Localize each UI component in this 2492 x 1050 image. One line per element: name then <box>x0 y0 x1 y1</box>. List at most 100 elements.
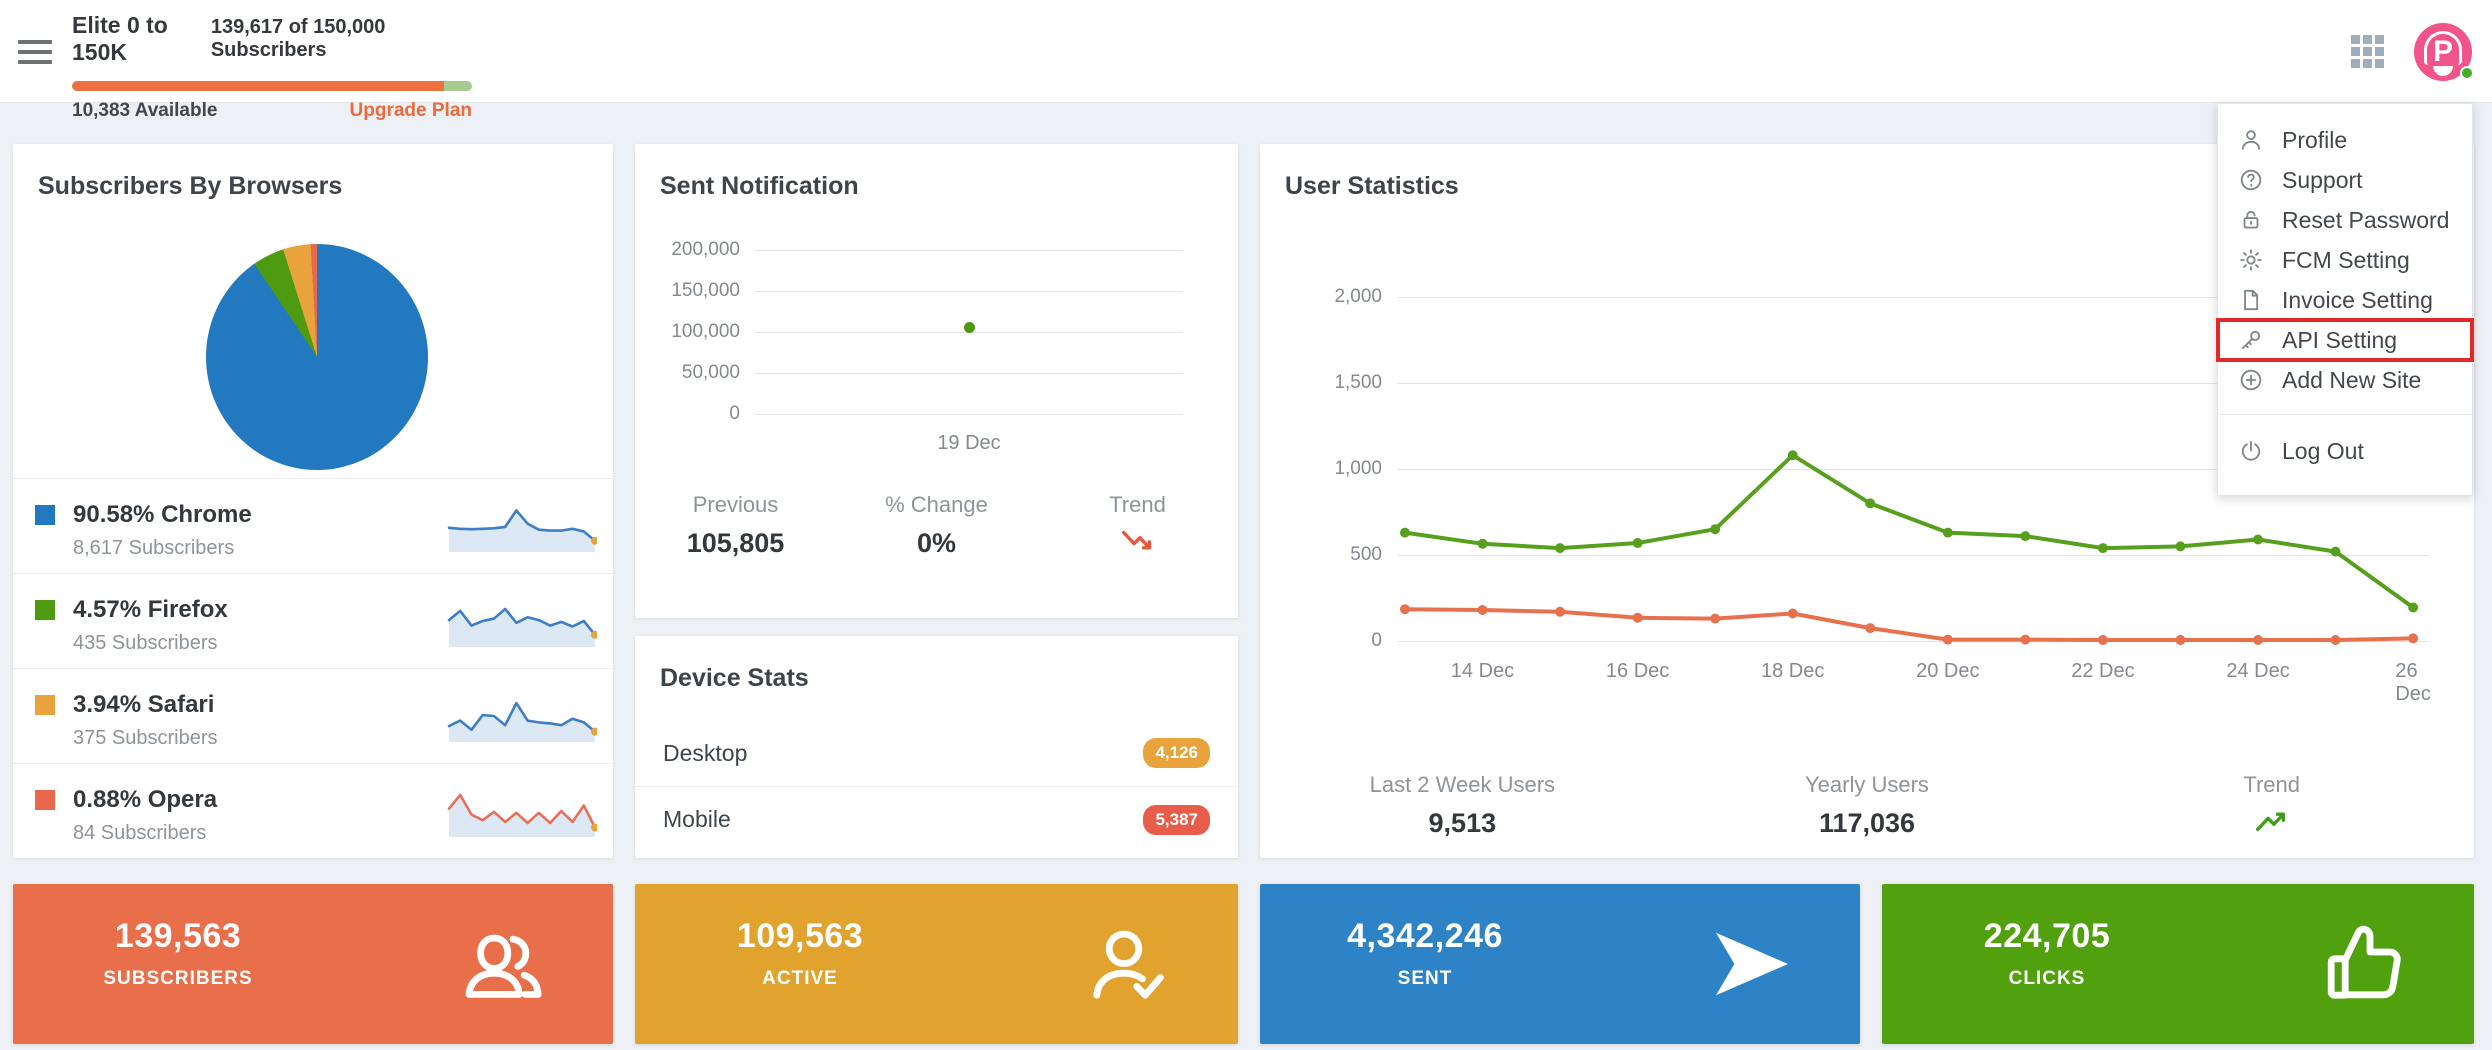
browser-share-label: 3.94% Safari <box>73 691 215 718</box>
top-header: Elite 0 to 150K 139,617 of 150,000 Subsc… <box>0 0 2492 121</box>
gridline: 1,500 <box>1334 372 2429 393</box>
trend-down-icon <box>1121 528 1155 554</box>
us-trend-label: Trend <box>2243 772 2300 797</box>
device-row-mobile: Mobile 5,387 <box>635 786 1238 852</box>
sent-notification-card: Sent Notification 200,000 150,000 100,000 5… <box>635 144 1238 618</box>
y-axis-tick: 1,500 <box>1334 372 1382 393</box>
legend-swatch <box>35 695 55 715</box>
browser-subscribers-label: 8,617 Subscribers <box>73 537 235 559</box>
plan-available-text: 10,383 Available <box>72 100 218 121</box>
previous-value: 105,805 <box>686 528 785 558</box>
y-axis-tick: 2,000 <box>1334 286 1382 307</box>
user-stats-title: User Statistics <box>1285 172 1459 200</box>
device-label: Mobile <box>663 806 731 832</box>
plan-usage-widget: Elite 0 to 150K 139,617 of 150,000 Subsc… <box>72 12 472 122</box>
sent-data-point <box>964 322 975 334</box>
user-statistics-card: User Statistics 2,000 1,500 1,000 500 0 14 D… <box>1260 144 2474 858</box>
lock-icon <box>2238 207 2264 233</box>
browsers-pie-chart[interactable] <box>206 244 428 470</box>
x-axis-tick: 16 Dec <box>1605 660 1670 682</box>
y-axis-tick: 150,000 <box>671 280 740 301</box>
apps-grid-icon[interactable] <box>2351 35 2384 68</box>
browser-row-firefox[interactable]: 4.57% Firefox 435 Subscribers <box>13 573 613 668</box>
browser-share-label: 4.57% Firefox <box>73 596 228 623</box>
summary-card-subscribers[interactable]: 139,563 SUBSCRIBERS <box>13 884 613 1044</box>
yearly-value: 117,036 <box>1818 808 1916 838</box>
send-icon <box>1702 916 1798 1012</box>
summary-card-active[interactable]: 109,563 ACTIVE <box>635 884 1238 1044</box>
browser-sparkline <box>447 607 597 647</box>
browser-sparkline <box>447 701 597 742</box>
browser-row-chrome[interactable]: 90.58% Chrome 8,617 Subscribers <box>13 478 613 573</box>
change-value: 0% <box>916 528 957 558</box>
menu-item-profile[interactable]: Profile <box>2218 120 2472 160</box>
dashboard-main: Subscribers By Browsers 90.58% Chrome 8,… <box>13 144 2474 1044</box>
device-stats-card: Device Stats Desktop 4,126 Mobile 5,387 <box>635 636 1238 858</box>
summary-value: 139,563 <box>114 917 242 955</box>
y-axis-tick: 200,000 <box>671 239 740 260</box>
y-axis-tick: 0 <box>1371 630 1382 651</box>
gridline: 2,000 <box>1334 286 2429 307</box>
summary-value: 4,342,246 <box>1347 917 1503 955</box>
active-user-icon <box>1080 916 1176 1012</box>
power-icon <box>2238 438 2264 464</box>
thumbs-up-icon <box>2316 916 2412 1012</box>
menu-item-api-setting[interactable]: API Setting <box>2216 318 2474 362</box>
menu-item-log-out[interactable]: Log Out <box>2218 431 2472 471</box>
menu-item-support[interactable]: Support <box>2218 160 2472 200</box>
person-icon <box>2238 127 2264 153</box>
summary-label: CLICKS <box>2008 968 2086 989</box>
upgrade-plan-link[interactable]: Upgrade Plan <box>349 100 472 121</box>
sent-trend-label: Trend <box>1109 492 1166 517</box>
plan-name: Elite 0 to 150K <box>72 12 168 65</box>
account-avatar[interactable]: P <box>2414 22 2474 81</box>
browser-subscribers-label: 375 Subscribers <box>73 727 218 749</box>
plus-circle-icon <box>2238 367 2264 393</box>
user-stats-x-axis: 14 Dec 16 Dec 18 Dec 20 Dec 22 Dec 24 Dec 26 D… <box>1397 660 2431 705</box>
y-axis-tick: 500 <box>1350 544 1382 565</box>
browser-sparkline <box>447 793 597 837</box>
gridline: 0 <box>729 403 1183 424</box>
x-axis-tick: 18 Dec <box>1761 660 1825 682</box>
menu-item-reset-password[interactable]: Reset Password <box>2218 200 2472 240</box>
menu-item-invoice-setting[interactable]: Invoice Setting <box>2218 280 2472 320</box>
browser-subscribers-label: 435 Subscribers <box>73 632 218 654</box>
hamburger-menu-icon[interactable] <box>18 40 52 64</box>
menu-item-fcm-setting[interactable]: FCM Setting <box>2218 240 2472 280</box>
user-dropdown-menu: Profile Support Reset Password FCM Setti… <box>2216 103 2474 496</box>
online-status-dot <box>2460 65 2474 80</box>
gridline: 150,000 <box>671 280 1183 301</box>
device-label: Desktop <box>663 739 748 766</box>
gridline: 200,000 <box>671 239 1183 260</box>
plan-usage-text: 139,617 of 150,000 Subscribers <box>210 16 386 61</box>
plan-progress-fill <box>72 81 445 91</box>
l2w-value: 9,513 <box>1428 808 1497 838</box>
x-axis-tick: 24 Dec <box>2226 660 2290 682</box>
y-axis-tick: 50,000 <box>681 362 740 383</box>
device-count-badge: 5,387 <box>1143 804 1210 835</box>
browser-share-label: 90.58% Chrome <box>73 501 252 528</box>
browsers-card-title: Subscribers By Browsers <box>38 172 343 200</box>
gridline: 500 <box>1350 544 2429 565</box>
sent-notification-chart[interactable]: 200,000 150,000 100,000 50,000 0 <box>671 239 1183 424</box>
avatar-letter: P <box>2432 34 2453 68</box>
trend-up-icon <box>2255 808 2289 834</box>
menu-item-add-new-site[interactable]: Add New Site <box>2218 360 2472 400</box>
l2w-label: Last 2 Week Users <box>1369 772 1556 797</box>
x-axis-tick: 20 Dec <box>1916 660 1980 682</box>
x-axis-tick: 26 Dec <box>2395 660 2431 705</box>
summary-card-sent[interactable]: 4,342,246 SENT <box>1260 884 1860 1044</box>
bell-icon <box>2424 30 2462 65</box>
gear-icon <box>2238 247 2264 273</box>
browser-row-opera[interactable]: 0.88% Opera 84 Subscribers <box>13 763 613 858</box>
user-statistics-chart[interactable]: 2,000 1,500 1,000 500 0 <box>1334 286 2429 651</box>
summary-card-clicks[interactable]: 224,705 CLICKS <box>1882 884 2474 1044</box>
brand-logo: P <box>2414 22 2472 81</box>
file-icon <box>2238 287 2264 313</box>
browser-subscribers-label: 84 Subscribers <box>73 822 207 844</box>
yearly-label: Yearly Users <box>1805 772 1929 797</box>
y-axis-tick: 1,000 <box>1334 458 1382 479</box>
help-icon <box>2238 167 2264 193</box>
summary-value: 109,563 <box>736 917 864 955</box>
browser-row-safari[interactable]: 3.94% Safari 375 Subscribers <box>13 668 613 763</box>
